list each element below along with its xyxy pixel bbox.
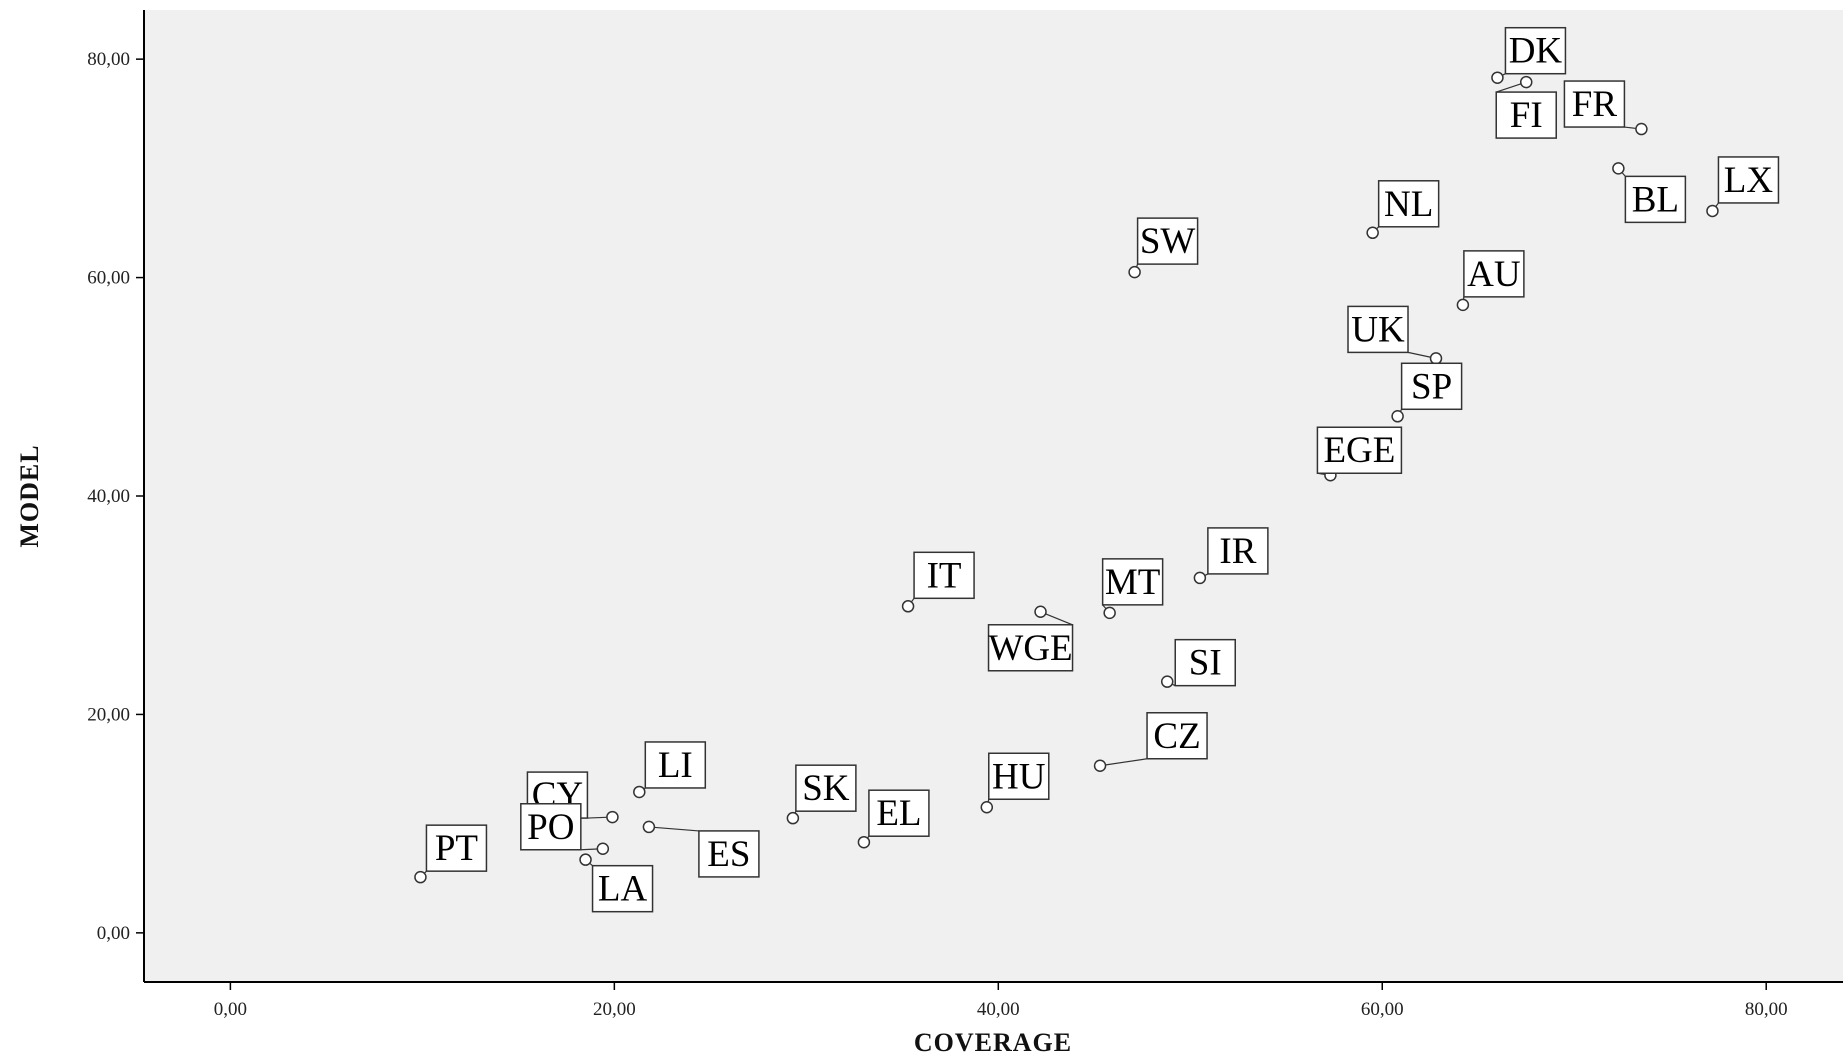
point-label-nl: NL — [1384, 184, 1433, 225]
point-label-fr: FR — [1572, 84, 1618, 125]
data-point-po — [596, 842, 610, 856]
data-point-bl — [1612, 162, 1625, 175]
x-tick-label: 80,00 — [1745, 999, 1788, 1020]
point-label-box-nl — [1377, 180, 1440, 228]
point-label-box-po — [520, 803, 582, 851]
point-label-box-lx — [1717, 156, 1780, 204]
plot-background — [144, 10, 1843, 982]
point-label-box-au — [1463, 250, 1525, 298]
point-label-box-si — [1174, 638, 1236, 687]
point-label-mt: MT — [1105, 562, 1161, 603]
point-label-box-hu — [988, 752, 1050, 801]
y-tick-label: 40,00 — [87, 486, 130, 507]
point-label-box-la — [591, 864, 654, 913]
data-point-lx — [1706, 204, 1719, 218]
data-point-hu — [980, 801, 994, 814]
y-tick-label: 20,00 — [87, 704, 130, 725]
x-axis-ticks: 0,00 20,00 40,00 60,00 80,00 — [214, 982, 1788, 1020]
data-point-cy — [606, 810, 619, 824]
data-point-sp — [1391, 410, 1404, 423]
data-point-si — [1160, 675, 1174, 688]
point-label-lx: LX — [1724, 160, 1774, 201]
leader-line-cz — [1099, 758, 1148, 767]
point-label-box-el — [868, 789, 930, 837]
point-label-box-it — [913, 551, 975, 600]
point-label-si: SI — [1189, 643, 1222, 684]
point-label-box-mt — [1101, 558, 1164, 606]
data-point-pt — [414, 870, 427, 884]
point-label-box-sw — [1136, 217, 1199, 265]
data-point-mt — [1103, 606, 1116, 620]
point-label-box-cz — [1146, 712, 1208, 760]
data-point-nl — [1366, 226, 1379, 240]
y-tick-label: 80,00 — [87, 49, 130, 70]
data-point-ir — [1193, 571, 1207, 585]
y-tick-label: 60,00 — [87, 268, 130, 289]
point-label-box-sk — [795, 764, 857, 812]
point-label-li: LI — [658, 745, 693, 786]
point-label-it: IT — [927, 555, 962, 596]
point-label-ir: IR — [1219, 531, 1256, 572]
point-label-box-wge — [987, 624, 1074, 672]
data-point-es — [642, 820, 656, 834]
leader-line-es — [648, 826, 699, 832]
point-label-box-pt — [425, 824, 488, 872]
point-label-box-fr — [1563, 80, 1626, 128]
point-label-uk: UK — [1351, 309, 1405, 350]
point-label-sp: SP — [1411, 366, 1452, 407]
point-label-box-dk — [1504, 26, 1567, 75]
y-tick-label: 0,00 — [97, 923, 130, 944]
point-label-dk: DK — [1509, 31, 1563, 72]
data-point-it — [901, 600, 915, 613]
data-point-cz — [1093, 759, 1107, 773]
data-point-fi — [1519, 75, 1533, 89]
point-label-sw: SW — [1140, 221, 1196, 262]
point-label-box-sp — [1400, 362, 1463, 411]
data-point-uk — [1429, 352, 1443, 365]
y-axis-title: MODEL — [15, 444, 44, 547]
data-point-la — [579, 853, 592, 866]
point-label-po: PO — [527, 807, 574, 848]
data-point-dk — [1491, 71, 1504, 84]
point-label-cz: CZ — [1153, 716, 1200, 757]
point-label-fi: FI — [1510, 95, 1543, 136]
data-point-sw — [1128, 265, 1141, 279]
point-label-box-bl — [1624, 175, 1687, 224]
data-point-au — [1456, 298, 1470, 312]
x-tick-label: 40,00 — [977, 999, 1020, 1020]
data-points — [414, 71, 1719, 884]
point-label-wge: WGE — [988, 628, 1072, 669]
point-label-bl: BL — [1632, 179, 1679, 220]
point-label-pt: PT — [435, 828, 478, 869]
x-tick-label: 20,00 — [593, 999, 636, 1020]
y-axis-ticks: 0,00 20,00 40,00 60,00 80,00 — [87, 49, 144, 944]
point-label-box-fi — [1495, 91, 1557, 139]
point-label-box-es — [698, 830, 760, 878]
x-axis-title: COVERAGE — [914, 1028, 1072, 1055]
point-label-box-uk — [1347, 305, 1409, 354]
data-point-fr — [1635, 122, 1648, 136]
point-label-box-ege — [1316, 426, 1403, 474]
data-point-sk — [786, 811, 800, 825]
x-tick-label: 0,00 — [214, 999, 247, 1020]
point-label-box-li — [644, 741, 707, 789]
point-label-au: AU — [1467, 254, 1520, 295]
point-label-ege: EGE — [1323, 430, 1395, 471]
data-point-wge — [1034, 605, 1047, 619]
point-label-el: EL — [876, 793, 921, 834]
point-label-hu: HU — [992, 756, 1045, 797]
data-point-li — [633, 785, 646, 799]
data-point-el — [857, 835, 871, 849]
point-label-sk: SK — [802, 768, 850, 809]
point-label-la: LA — [598, 869, 648, 910]
point-label-es: ES — [707, 834, 750, 875]
x-tick-label: 60,00 — [1361, 999, 1404, 1020]
point-label-box-ir — [1207, 527, 1269, 575]
